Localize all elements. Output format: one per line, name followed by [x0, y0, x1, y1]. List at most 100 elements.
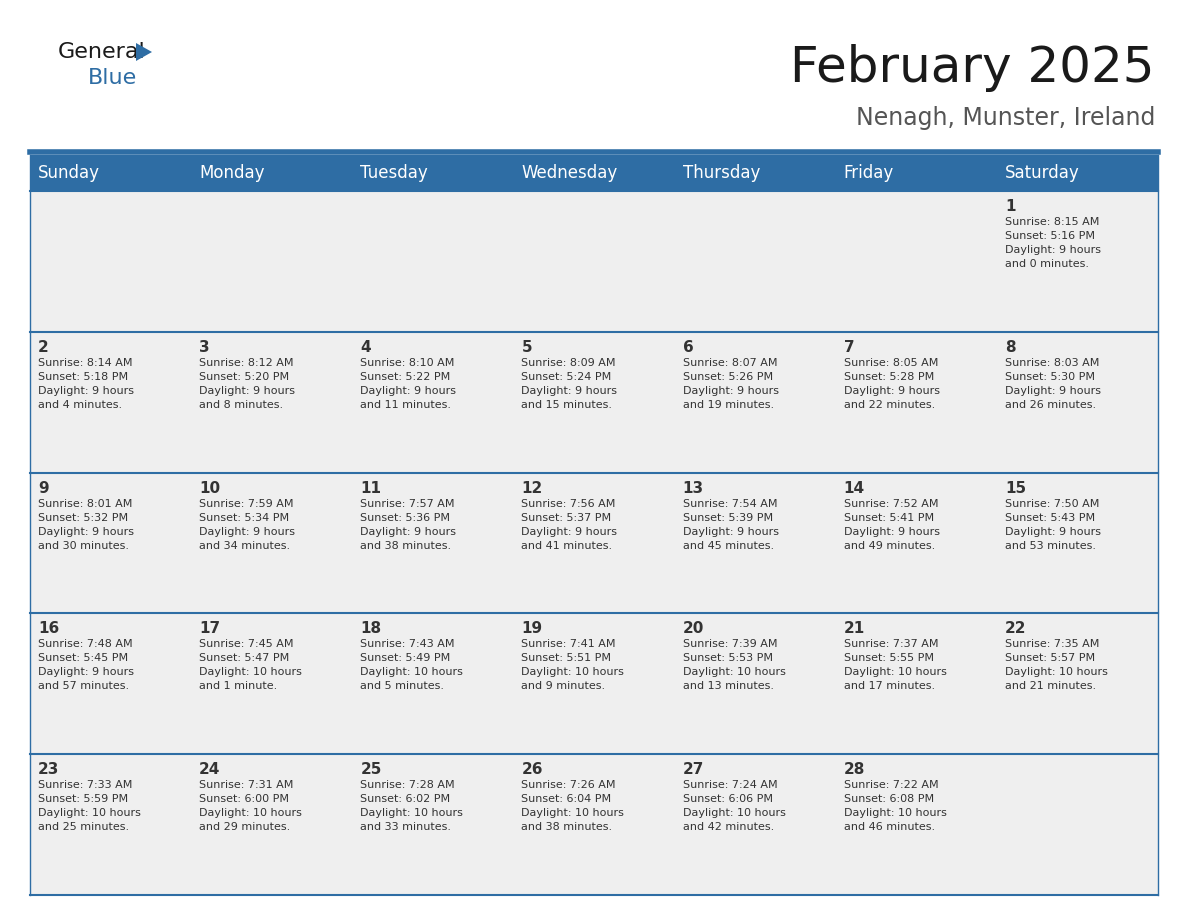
Text: Sunrise: 8:03 AM
Sunset: 5:30 PM
Daylight: 9 hours
and 26 minutes.: Sunrise: 8:03 AM Sunset: 5:30 PM Dayligh… — [1005, 358, 1101, 409]
Bar — [353, 755, 513, 895]
Text: 20: 20 — [683, 621, 704, 636]
Text: 18: 18 — [360, 621, 381, 636]
Text: Sunrise: 7:41 AM
Sunset: 5:51 PM
Daylight: 10 hours
and 9 minutes.: Sunrise: 7:41 AM Sunset: 5:51 PM Dayligh… — [522, 640, 625, 691]
Bar — [675, 755, 835, 895]
Text: 11: 11 — [360, 481, 381, 496]
Bar — [513, 755, 675, 895]
Bar — [353, 155, 513, 191]
Text: Sunday: Sunday — [38, 164, 100, 182]
Bar — [30, 155, 191, 191]
Text: Sunrise: 7:50 AM
Sunset: 5:43 PM
Daylight: 9 hours
and 53 minutes.: Sunrise: 7:50 AM Sunset: 5:43 PM Dayligh… — [1005, 498, 1101, 551]
Bar — [997, 155, 1158, 191]
Text: Sunrise: 7:24 AM
Sunset: 6:06 PM
Daylight: 10 hours
and 42 minutes.: Sunrise: 7:24 AM Sunset: 6:06 PM Dayligh… — [683, 780, 785, 833]
Text: Sunrise: 7:35 AM
Sunset: 5:57 PM
Daylight: 10 hours
and 21 minutes.: Sunrise: 7:35 AM Sunset: 5:57 PM Dayligh… — [1005, 640, 1107, 691]
Text: 27: 27 — [683, 762, 704, 778]
Text: Sunrise: 8:05 AM
Sunset: 5:28 PM
Daylight: 9 hours
and 22 minutes.: Sunrise: 8:05 AM Sunset: 5:28 PM Dayligh… — [843, 358, 940, 409]
Bar — [513, 331, 675, 473]
Bar — [675, 155, 835, 191]
Bar — [191, 755, 353, 895]
Text: Blue: Blue — [88, 68, 138, 88]
Bar — [513, 155, 675, 191]
Text: Sunrise: 7:54 AM
Sunset: 5:39 PM
Daylight: 9 hours
and 45 minutes.: Sunrise: 7:54 AM Sunset: 5:39 PM Dayligh… — [683, 498, 778, 551]
Bar — [997, 331, 1158, 473]
Text: 8: 8 — [1005, 340, 1016, 354]
Text: Sunrise: 7:48 AM
Sunset: 5:45 PM
Daylight: 9 hours
and 57 minutes.: Sunrise: 7:48 AM Sunset: 5:45 PM Dayligh… — [38, 640, 134, 691]
Text: Tuesday: Tuesday — [360, 164, 428, 182]
Text: Sunrise: 8:12 AM
Sunset: 5:20 PM
Daylight: 9 hours
and 8 minutes.: Sunrise: 8:12 AM Sunset: 5:20 PM Dayligh… — [200, 358, 295, 409]
Polygon shape — [135, 43, 152, 61]
Text: Sunrise: 7:22 AM
Sunset: 6:08 PM
Daylight: 10 hours
and 46 minutes.: Sunrise: 7:22 AM Sunset: 6:08 PM Dayligh… — [843, 780, 947, 833]
Bar — [835, 473, 997, 613]
Bar — [30, 191, 191, 331]
Text: 7: 7 — [843, 340, 854, 354]
Text: Sunrise: 7:33 AM
Sunset: 5:59 PM
Daylight: 10 hours
and 25 minutes.: Sunrise: 7:33 AM Sunset: 5:59 PM Dayligh… — [38, 780, 141, 833]
Bar — [191, 155, 353, 191]
Bar — [513, 473, 675, 613]
Text: Sunrise: 7:45 AM
Sunset: 5:47 PM
Daylight: 10 hours
and 1 minute.: Sunrise: 7:45 AM Sunset: 5:47 PM Dayligh… — [200, 640, 302, 691]
Bar — [30, 613, 191, 755]
Text: 2: 2 — [38, 340, 49, 354]
Text: 3: 3 — [200, 340, 210, 354]
Text: Sunrise: 8:09 AM
Sunset: 5:24 PM
Daylight: 9 hours
and 15 minutes.: Sunrise: 8:09 AM Sunset: 5:24 PM Dayligh… — [522, 358, 618, 409]
Bar — [675, 331, 835, 473]
Text: 22: 22 — [1005, 621, 1026, 636]
Text: Sunrise: 7:28 AM
Sunset: 6:02 PM
Daylight: 10 hours
and 33 minutes.: Sunrise: 7:28 AM Sunset: 6:02 PM Dayligh… — [360, 780, 463, 833]
Bar — [191, 613, 353, 755]
Bar — [191, 331, 353, 473]
Text: Nenagh, Munster, Ireland: Nenagh, Munster, Ireland — [855, 106, 1155, 130]
Text: Wednesday: Wednesday — [522, 164, 618, 182]
Bar — [513, 191, 675, 331]
Text: 24: 24 — [200, 762, 221, 778]
Bar — [997, 755, 1158, 895]
Text: 19: 19 — [522, 621, 543, 636]
Text: Sunrise: 7:57 AM
Sunset: 5:36 PM
Daylight: 9 hours
and 38 minutes.: Sunrise: 7:57 AM Sunset: 5:36 PM Dayligh… — [360, 498, 456, 551]
Bar — [835, 613, 997, 755]
Text: 21: 21 — [843, 621, 865, 636]
Text: Sunrise: 7:56 AM
Sunset: 5:37 PM
Daylight: 9 hours
and 41 minutes.: Sunrise: 7:56 AM Sunset: 5:37 PM Dayligh… — [522, 498, 618, 551]
Text: Sunrise: 8:14 AM
Sunset: 5:18 PM
Daylight: 9 hours
and 4 minutes.: Sunrise: 8:14 AM Sunset: 5:18 PM Dayligh… — [38, 358, 134, 409]
Bar — [675, 473, 835, 613]
Text: Sunrise: 7:52 AM
Sunset: 5:41 PM
Daylight: 9 hours
and 49 minutes.: Sunrise: 7:52 AM Sunset: 5:41 PM Dayligh… — [843, 498, 940, 551]
Text: 14: 14 — [843, 481, 865, 496]
Bar — [835, 191, 997, 331]
Text: Sunrise: 7:59 AM
Sunset: 5:34 PM
Daylight: 9 hours
and 34 minutes.: Sunrise: 7:59 AM Sunset: 5:34 PM Dayligh… — [200, 498, 295, 551]
Bar — [835, 755, 997, 895]
Text: 9: 9 — [38, 481, 49, 496]
Text: Friday: Friday — [843, 164, 893, 182]
Text: 1: 1 — [1005, 199, 1016, 214]
Bar — [353, 191, 513, 331]
Text: Monday: Monday — [200, 164, 265, 182]
Text: February 2025: February 2025 — [790, 44, 1155, 92]
Text: 6: 6 — [683, 340, 694, 354]
Text: 17: 17 — [200, 621, 220, 636]
Text: Sunrise: 7:31 AM
Sunset: 6:00 PM
Daylight: 10 hours
and 29 minutes.: Sunrise: 7:31 AM Sunset: 6:00 PM Dayligh… — [200, 780, 302, 833]
Bar — [353, 613, 513, 755]
Text: 25: 25 — [360, 762, 381, 778]
Text: 10: 10 — [200, 481, 220, 496]
Text: 26: 26 — [522, 762, 543, 778]
Text: Sunrise: 8:10 AM
Sunset: 5:22 PM
Daylight: 9 hours
and 11 minutes.: Sunrise: 8:10 AM Sunset: 5:22 PM Dayligh… — [360, 358, 456, 409]
Bar — [353, 473, 513, 613]
Text: 13: 13 — [683, 481, 703, 496]
Bar — [997, 191, 1158, 331]
Bar — [30, 755, 191, 895]
Text: Saturday: Saturday — [1005, 164, 1080, 182]
Bar — [997, 473, 1158, 613]
Text: Sunrise: 8:15 AM
Sunset: 5:16 PM
Daylight: 9 hours
and 0 minutes.: Sunrise: 8:15 AM Sunset: 5:16 PM Dayligh… — [1005, 217, 1101, 269]
Bar — [191, 473, 353, 613]
Bar — [30, 473, 191, 613]
Bar — [191, 191, 353, 331]
Text: Sunrise: 7:26 AM
Sunset: 6:04 PM
Daylight: 10 hours
and 38 minutes.: Sunrise: 7:26 AM Sunset: 6:04 PM Dayligh… — [522, 780, 625, 833]
Text: 5: 5 — [522, 340, 532, 354]
Bar — [675, 191, 835, 331]
Bar — [353, 331, 513, 473]
Bar — [30, 331, 191, 473]
Text: 23: 23 — [38, 762, 59, 778]
Text: 12: 12 — [522, 481, 543, 496]
Text: 16: 16 — [38, 621, 59, 636]
Text: Sunrise: 7:39 AM
Sunset: 5:53 PM
Daylight: 10 hours
and 13 minutes.: Sunrise: 7:39 AM Sunset: 5:53 PM Dayligh… — [683, 640, 785, 691]
Text: General: General — [58, 42, 146, 62]
Bar — [997, 613, 1158, 755]
Bar — [835, 155, 997, 191]
Text: 15: 15 — [1005, 481, 1026, 496]
